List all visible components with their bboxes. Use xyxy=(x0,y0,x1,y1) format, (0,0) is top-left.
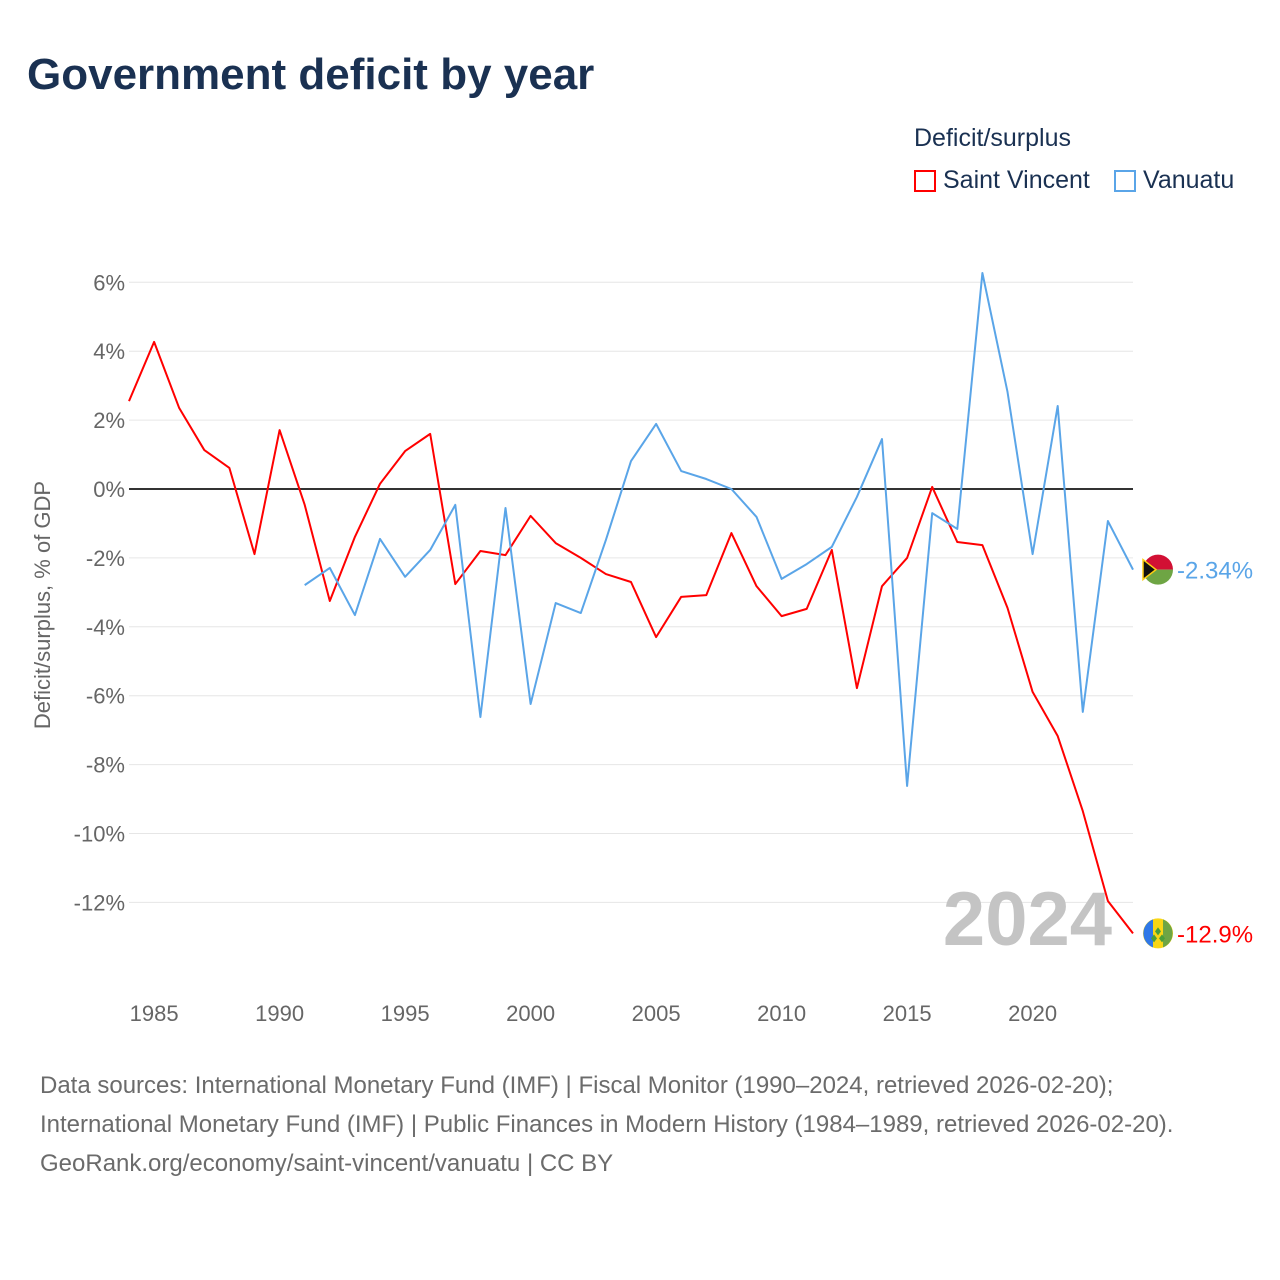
chart-title: Government deficit by year xyxy=(27,50,595,99)
legend-title: Deficit/surplus xyxy=(914,124,1071,152)
y-tick-label: 6% xyxy=(93,270,125,295)
flag-stripe xyxy=(1143,919,1153,948)
y-tick-label: 4% xyxy=(93,339,125,364)
y-tick-label: 0% xyxy=(93,477,125,502)
legend-item-vanuatu[interactable]: Vanuatu xyxy=(1114,166,1234,195)
flag-diamonds xyxy=(1151,927,1165,943)
footer: Data sources: International Monetary Fun… xyxy=(40,1066,1240,1183)
y-tick-label: -6% xyxy=(86,684,125,709)
x-tick-label: 2005 xyxy=(632,1001,681,1026)
legend-item-saint-vincent[interactable]: Saint Vincent xyxy=(914,166,1090,195)
legend-label: Vanuatu xyxy=(1143,166,1235,194)
x-tick-label: 2015 xyxy=(883,1001,932,1026)
legend-swatch xyxy=(914,169,936,192)
legend-label: Saint Vincent xyxy=(943,166,1090,194)
data-sources: Data sources: International Monetary Fun… xyxy=(40,1072,1174,1138)
x-tick-label: 1995 xyxy=(381,1001,430,1026)
source-link[interactable]: GeoRank.org/economy/saint-vincent/vanuat… xyxy=(40,1150,614,1177)
series-line-vanuatu xyxy=(304,271,1134,787)
end-value-label: -12.9% xyxy=(1177,921,1253,948)
y-tick-label: -10% xyxy=(74,822,125,847)
y-tick-label: -8% xyxy=(86,753,125,778)
series-line-saint-vincent xyxy=(128,340,1134,935)
flag-triangle xyxy=(1142,558,1158,582)
y-tick-label: -4% xyxy=(86,615,125,640)
x-tick-label: 1990 xyxy=(255,1001,304,1026)
legend-swatch xyxy=(1114,169,1136,192)
y-axis-label: Deficit/surplus, % of GDP xyxy=(30,481,55,729)
y-tick-label: -12% xyxy=(74,890,125,915)
flag-stripe xyxy=(1163,919,1173,948)
x-tick-label: 1985 xyxy=(130,1001,179,1026)
x-tick-label: 2000 xyxy=(506,1001,555,1026)
year-watermark: 2024 xyxy=(943,877,1112,962)
x-tick-label: 2020 xyxy=(1008,1001,1057,1026)
end-value-label: -2.34% xyxy=(1177,558,1253,585)
y-tick-label: 2% xyxy=(93,408,125,433)
y-tick-label: -2% xyxy=(86,546,125,571)
x-tick-label: 2010 xyxy=(757,1001,806,1026)
